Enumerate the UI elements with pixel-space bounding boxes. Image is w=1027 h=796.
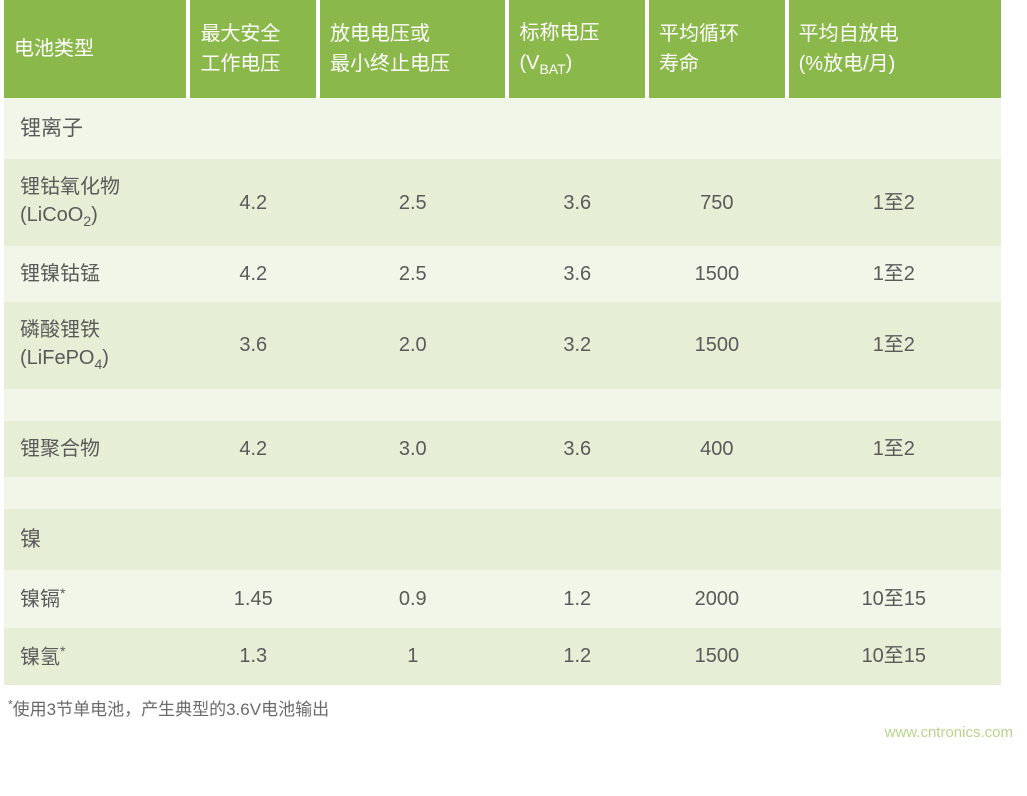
cell-nom-v: 3.6 — [507, 421, 647, 477]
cell-self-discharge: 1至2 — [787, 302, 1001, 389]
cell-min-v: 2.5 — [318, 246, 507, 302]
cell-max-v: 1.3 — [188, 628, 318, 686]
cell-min-v: 0.9 — [318, 570, 507, 628]
cell-nom-v: 3.6 — [507, 246, 647, 302]
cell-nom-v: 3.6 — [507, 159, 647, 246]
cell-cycle: 750 — [647, 159, 787, 246]
footnote: *使用3节单电池，产生典型的3.6V电池输出 — [0, 685, 1027, 724]
table-row: 磷酸锂铁(LiFePO4) 3.6 2.0 3.2 1500 1至2 — [4, 302, 1001, 389]
cell-cycle: 400 — [647, 421, 787, 477]
section-header-nickel: 镍 — [4, 509, 1001, 570]
table-row: 锂钴氧化物(LiCoO2) 4.2 2.5 3.6 750 1至2 — [4, 159, 1001, 246]
cell-self-discharge: 1至2 — [787, 421, 1001, 477]
cell-battery-name: 磷酸锂铁(LiFePO4) — [4, 302, 188, 389]
section-title: 镍 — [4, 509, 1001, 570]
table-row: 锂聚合物 4.2 3.0 3.6 400 1至2 — [4, 421, 1001, 477]
cell-min-v: 3.0 — [318, 421, 507, 477]
cell-battery-name: 锂钴氧化物(LiCoO2) — [4, 159, 188, 246]
cell-battery-name: 镍氢* — [4, 628, 188, 686]
section-title: 锂离子 — [4, 98, 1001, 159]
col-header-min-voltage: 放电电压或最小终止电压 — [318, 0, 507, 98]
cell-battery-name: 镍镉* — [4, 570, 188, 628]
cell-min-v: 2.5 — [318, 159, 507, 246]
table-header-row: 电池类型 最大安全工作电压 放电电压或最小终止电压 标称电压(VBAT) 平均循… — [4, 0, 1001, 98]
col-header-max-voltage: 最大安全工作电压 — [188, 0, 318, 98]
col-header-nominal-voltage: 标称电压(VBAT) — [507, 0, 647, 98]
battery-table-container: 电池类型 最大安全工作电压 放电电压或最小终止电压 标称电压(VBAT) 平均循… — [0, 0, 1005, 685]
cell-max-v: 4.2 — [188, 421, 318, 477]
section-header-lithium-ion: 锂离子 — [4, 98, 1001, 159]
battery-comparison-table: 电池类型 最大安全工作电压 放电电压或最小终止电压 标称电压(VBAT) 平均循… — [4, 0, 1001, 685]
cell-cycle: 1500 — [647, 302, 787, 389]
table-row: 镍氢* 1.3 1 1.2 1500 10至15 — [4, 628, 1001, 686]
table-row: 锂镍钴锰 4.2 2.5 3.6 1500 1至2 — [4, 246, 1001, 302]
cell-battery-name: 锂镍钴锰 — [4, 246, 188, 302]
cell-max-v: 1.45 — [188, 570, 318, 628]
cell-min-v: 2.0 — [318, 302, 507, 389]
cell-self-discharge: 10至15 — [787, 570, 1001, 628]
cell-self-discharge: 10至15 — [787, 628, 1001, 686]
watermark: www.cntronics.com — [0, 724, 1027, 747]
spacer-row — [4, 389, 1001, 421]
cell-self-discharge: 1至2 — [787, 159, 1001, 246]
col-header-cycle-life: 平均循环寿命 — [647, 0, 787, 98]
col-header-self-discharge: 平均自放电(%放电/月) — [787, 0, 1001, 98]
cell-cycle: 1500 — [647, 628, 787, 686]
spacer-row — [4, 477, 1001, 509]
cell-cycle: 1500 — [647, 246, 787, 302]
cell-nom-v: 1.2 — [507, 628, 647, 686]
cell-nom-v: 3.2 — [507, 302, 647, 389]
table-row: 镍镉* 1.45 0.9 1.2 2000 10至15 — [4, 570, 1001, 628]
cell-nom-v: 1.2 — [507, 570, 647, 628]
cell-min-v: 1 — [318, 628, 507, 686]
cell-max-v: 4.2 — [188, 246, 318, 302]
cell-battery-name: 锂聚合物 — [4, 421, 188, 477]
cell-cycle: 2000 — [647, 570, 787, 628]
cell-max-v: 3.6 — [188, 302, 318, 389]
cell-self-discharge: 1至2 — [787, 246, 1001, 302]
col-header-battery-type: 电池类型 — [4, 0, 188, 98]
cell-max-v: 4.2 — [188, 159, 318, 246]
